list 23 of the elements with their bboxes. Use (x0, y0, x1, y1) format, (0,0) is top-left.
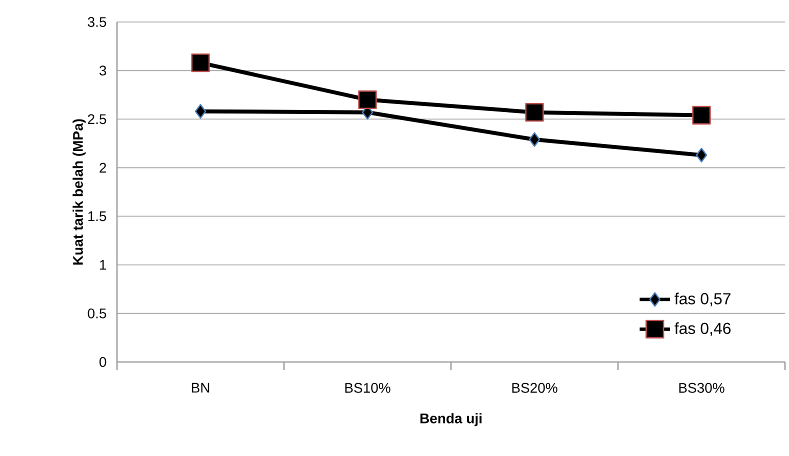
y-tick-label: 1 (100, 260, 106, 270)
y-tick-label: 2.5 (88, 114, 106, 124)
y-tick-label: 2 (100, 162, 106, 173)
point (528, 132, 540, 147)
x-axis-title: Benda uji (420, 413, 482, 426)
point (194, 104, 206, 119)
y-tick-label: 0.5 (88, 308, 106, 318)
point (358, 90, 377, 110)
point (191, 53, 210, 72)
y-tick-label: 3 (99, 66, 106, 76)
x-tick-label: BS30% (679, 382, 724, 393)
legend-label: fas 0,46 (674, 322, 731, 336)
y-tick-label: 0 (100, 357, 106, 367)
y-tick-label: 1.5 (88, 211, 106, 222)
x-tick-label: BN (192, 382, 210, 393)
y-tick-label: 3.5 (88, 17, 106, 27)
y-axis-title: Kuat tarik belah (MPa) (72, 119, 86, 265)
point (696, 148, 708, 162)
legend-label: fas 0,57 (674, 292, 730, 306)
x-tick-label: BS10% (345, 382, 390, 393)
x-tick-label: BS20% (512, 382, 558, 393)
point (525, 103, 544, 122)
point (692, 106, 711, 125)
